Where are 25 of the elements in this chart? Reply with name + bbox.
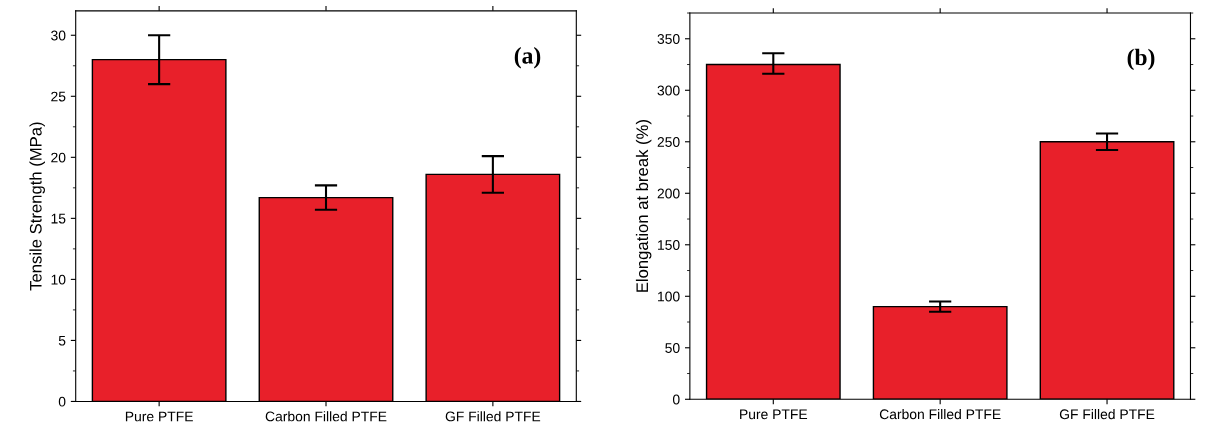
y-tick-label: 15 bbox=[51, 213, 66, 224]
y-tick-label: 0 bbox=[58, 396, 66, 407]
y-axis-title: Tensile Strength (MPa) bbox=[29, 122, 45, 291]
y-tick-label: 250 bbox=[657, 137, 680, 147]
annotation: (b) bbox=[1127, 48, 1155, 71]
y-tick-label: 350 bbox=[657, 34, 680, 44]
y-tick-label: 0 bbox=[672, 394, 680, 405]
x-tick-label: GF Filled PTFE bbox=[445, 411, 541, 422]
x-tick-label: Pure PTFE bbox=[125, 411, 193, 422]
y-tick-label: 200 bbox=[657, 188, 680, 199]
y-tick-label: 50 bbox=[665, 343, 680, 353]
x-tick-label: GF Filled PTFE bbox=[1059, 409, 1155, 420]
x-tick-label: Carbon Filled PTFE bbox=[265, 411, 387, 422]
y-tick-label: 150 bbox=[658, 240, 680, 250]
y-tick-label: 30 bbox=[51, 30, 66, 41]
y-tick-label: 20 bbox=[51, 152, 66, 163]
y-tick-label: 10 bbox=[51, 274, 66, 285]
x-tick-label: Pure PTFE bbox=[740, 409, 808, 420]
y-tick-label: 25 bbox=[51, 91, 66, 102]
y-tick-label: 100 bbox=[658, 291, 680, 302]
y-tick-label: 300 bbox=[657, 85, 680, 96]
y-tick-label: 5 bbox=[58, 335, 66, 346]
y-axis-title: Elongation at break (%) bbox=[635, 120, 652, 292]
annotation: (a) bbox=[514, 47, 541, 69]
x-tick-label: Carbon Filled PTFE bbox=[879, 409, 1001, 420]
